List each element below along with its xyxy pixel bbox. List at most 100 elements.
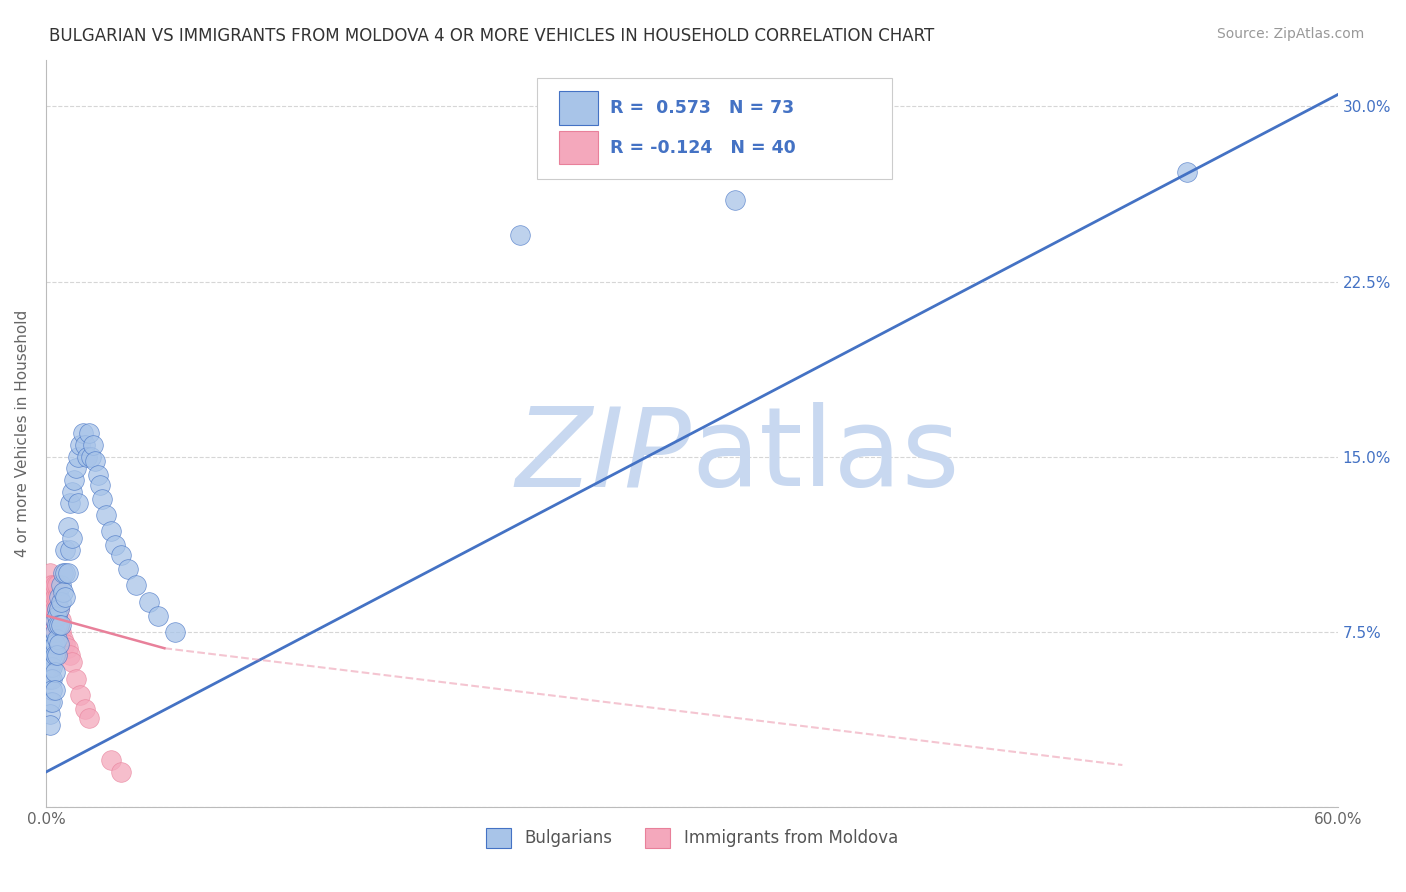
Point bbox=[84, 454, 107, 468]
Point bbox=[45, 601, 67, 615]
Point bbox=[39, 636, 62, 650]
Point bbox=[48, 601, 70, 615]
Point bbox=[37, 601, 59, 615]
Point bbox=[53, 636, 76, 650]
Point bbox=[56, 566, 79, 581]
Point bbox=[60, 532, 83, 546]
Point bbox=[44, 601, 66, 615]
Text: BULGARIAN VS IMMIGRANTS FROM MOLDOVA 4 OR MORE VEHICLES IN HOUSEHOLD CORRELATION: BULGARIAN VS IMMIGRANTS FROM MOLDOVA 4 O… bbox=[49, 27, 935, 45]
Point bbox=[48, 618, 70, 632]
Point bbox=[67, 496, 90, 510]
Point bbox=[45, 590, 67, 604]
Point bbox=[724, 193, 747, 207]
Point bbox=[100, 524, 122, 539]
Point bbox=[39, 590, 62, 604]
Point bbox=[67, 450, 90, 464]
Point bbox=[37, 624, 59, 639]
Point bbox=[89, 477, 111, 491]
Point bbox=[39, 566, 62, 581]
Point bbox=[165, 624, 187, 639]
Point bbox=[45, 632, 67, 646]
Point bbox=[52, 632, 75, 646]
Text: atlas: atlas bbox=[692, 402, 960, 509]
Point bbox=[60, 484, 83, 499]
Point bbox=[41, 648, 63, 663]
Y-axis label: 4 or more Vehicles in Household: 4 or more Vehicles in Household bbox=[15, 310, 30, 557]
Point bbox=[39, 624, 62, 639]
Point bbox=[73, 702, 96, 716]
Text: ZIP: ZIP bbox=[516, 402, 692, 509]
Point bbox=[91, 491, 114, 506]
Point bbox=[48, 636, 70, 650]
Point bbox=[45, 608, 67, 623]
Point bbox=[509, 227, 531, 242]
Point bbox=[49, 613, 72, 627]
Point bbox=[45, 618, 67, 632]
Bar bbox=[558, 130, 598, 164]
Point bbox=[41, 641, 63, 656]
Point bbox=[56, 520, 79, 534]
Point bbox=[44, 683, 66, 698]
Point bbox=[44, 590, 66, 604]
Point bbox=[80, 450, 103, 464]
Point bbox=[44, 636, 66, 650]
Point bbox=[37, 648, 59, 663]
Point bbox=[41, 672, 63, 686]
Point bbox=[73, 438, 96, 452]
Point bbox=[86, 468, 108, 483]
Point bbox=[44, 624, 66, 639]
Point bbox=[49, 618, 72, 632]
Point bbox=[41, 683, 63, 698]
Point bbox=[37, 636, 59, 650]
Point bbox=[117, 562, 139, 576]
Point bbox=[45, 601, 67, 615]
Legend: Bulgarians, Immigrants from Moldova: Bulgarians, Immigrants from Moldova bbox=[479, 822, 904, 855]
Point bbox=[45, 648, 67, 663]
Point bbox=[41, 601, 63, 615]
Point bbox=[56, 641, 79, 656]
Point bbox=[60, 655, 83, 669]
Point bbox=[77, 426, 100, 441]
Point bbox=[37, 613, 59, 627]
Point bbox=[41, 660, 63, 674]
Point bbox=[41, 695, 63, 709]
FancyBboxPatch shape bbox=[537, 78, 891, 179]
Point bbox=[77, 711, 100, 725]
Point bbox=[45, 578, 67, 592]
Point bbox=[138, 594, 160, 608]
Point bbox=[69, 688, 91, 702]
Point bbox=[39, 706, 62, 721]
Point bbox=[69, 438, 91, 452]
Point bbox=[39, 718, 62, 732]
Point bbox=[146, 608, 169, 623]
Point bbox=[110, 764, 132, 779]
Point bbox=[41, 590, 63, 604]
Point bbox=[39, 695, 62, 709]
Point bbox=[76, 450, 98, 464]
Point bbox=[72, 426, 94, 441]
Point bbox=[65, 672, 87, 686]
Text: Source: ZipAtlas.com: Source: ZipAtlas.com bbox=[1216, 27, 1364, 41]
Point bbox=[96, 508, 118, 522]
Point bbox=[41, 613, 63, 627]
Point bbox=[37, 672, 59, 686]
Point bbox=[39, 672, 62, 686]
Point bbox=[37, 660, 59, 674]
Point bbox=[41, 578, 63, 592]
Text: R = -0.124   N = 40: R = -0.124 N = 40 bbox=[610, 139, 796, 157]
Point bbox=[48, 624, 70, 639]
Point bbox=[53, 590, 76, 604]
Point bbox=[41, 624, 63, 639]
Point bbox=[52, 585, 75, 599]
Point bbox=[39, 578, 62, 592]
Point bbox=[44, 613, 66, 627]
Point bbox=[125, 578, 148, 592]
Point bbox=[65, 461, 87, 475]
Point bbox=[39, 636, 62, 650]
Point bbox=[53, 566, 76, 581]
Point bbox=[52, 566, 75, 581]
Point bbox=[48, 601, 70, 615]
Point bbox=[49, 624, 72, 639]
Point bbox=[59, 648, 82, 663]
Point bbox=[39, 613, 62, 627]
